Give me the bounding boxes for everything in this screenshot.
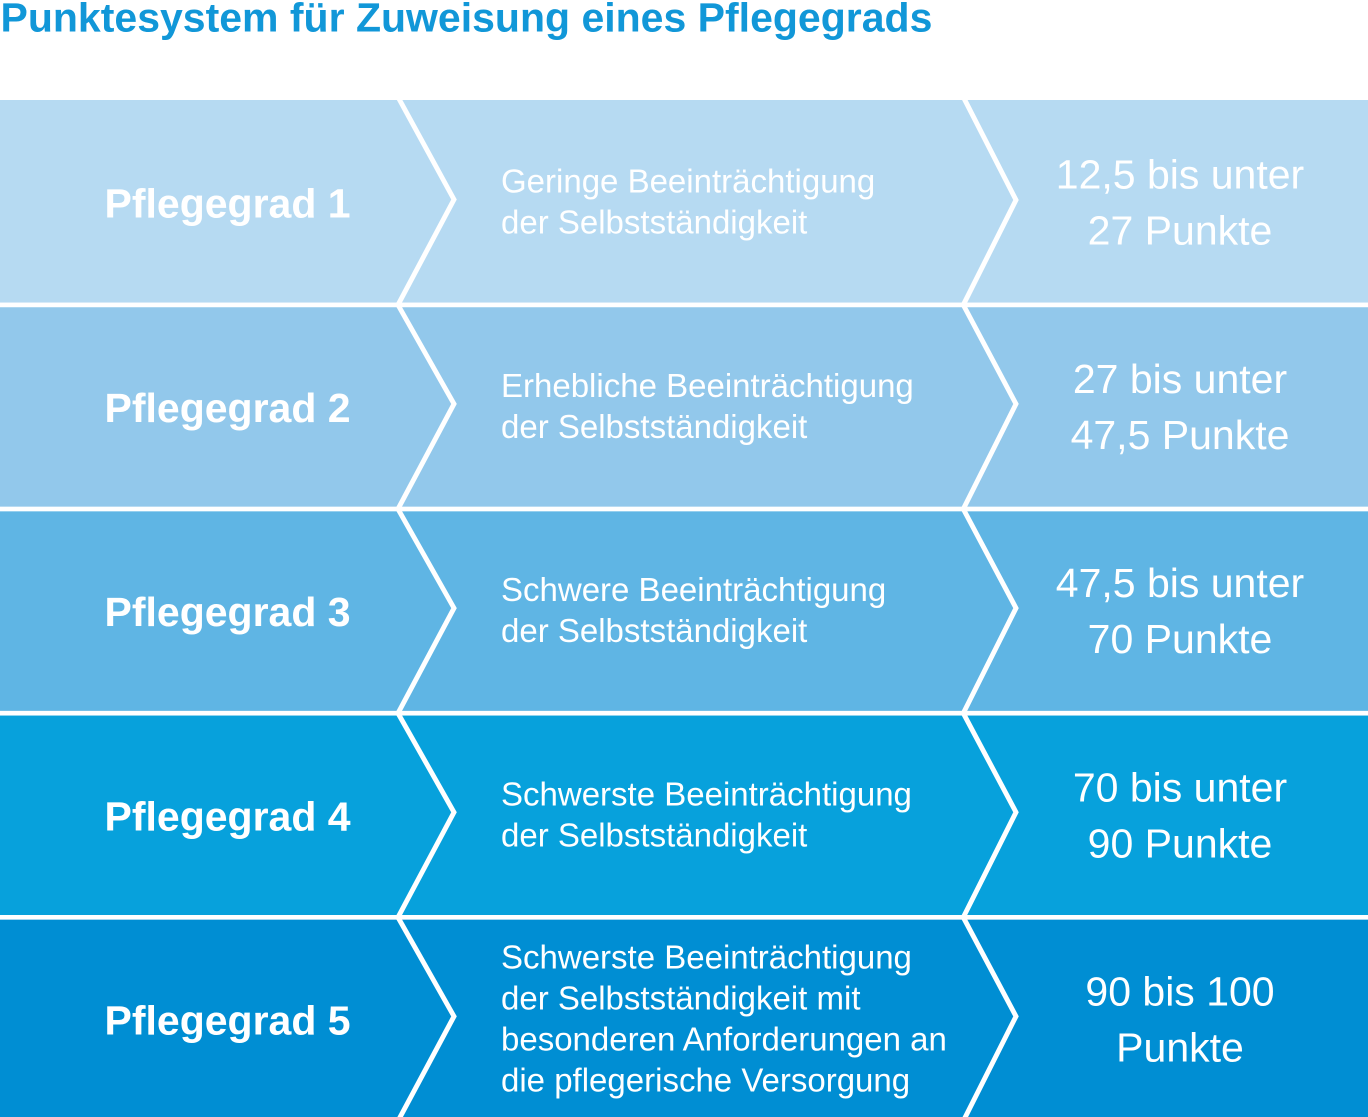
svg-text:Pflegegrad 2: Pflegegrad 2 (105, 385, 351, 431)
svg-text:27 Punkte: 27 Punkte (1088, 208, 1273, 254)
svg-text:Schwerste Beeinträchtigung: Schwerste Beeinträchtigung (501, 775, 912, 812)
svg-text:Geringe Beeinträchtigung: Geringe Beeinträchtigung (501, 163, 875, 200)
svg-text:12,5 bis unter: 12,5 bis unter (1056, 152, 1304, 198)
svg-text:der Selbstständigkeit mit: der Selbstständigkeit mit (501, 979, 861, 1016)
svg-text:der Selbstständigkeit: der Selbstständigkeit (501, 612, 807, 649)
svg-text:Pflegegrad 5: Pflegegrad 5 (105, 997, 351, 1043)
svg-text:der Selbstständigkeit: der Selbstständigkeit (501, 204, 807, 241)
svg-text:Erhebliche Beeinträchtigung: Erhebliche Beeinträchtigung (501, 367, 914, 404)
svg-text:der Selbstständigkeit: der Selbstständigkeit (501, 408, 807, 445)
svg-text:Schwere Beeinträchtigung: Schwere Beeinträchtigung (501, 571, 886, 608)
svg-text:27 bis unter: 27 bis unter (1073, 356, 1287, 402)
svg-text:die pflegerische Versorgung: die pflegerische Versorgung (501, 1061, 910, 1098)
svg-text:70 Punkte: 70 Punkte (1088, 616, 1273, 662)
svg-text:Pflegegrad 1: Pflegegrad 1 (105, 181, 351, 227)
svg-text:Pflegegrad 4: Pflegegrad 4 (105, 793, 351, 839)
svg-text:47,5 bis unter: 47,5 bis unter (1056, 560, 1304, 606)
svg-text:besonderen Anforderungen an: besonderen Anforderungen an (501, 1020, 947, 1057)
svg-text:90 Punkte: 90 Punkte (1088, 820, 1273, 866)
svg-text:70 bis unter: 70 bis unter (1073, 764, 1287, 810)
svg-text:Punktesystem für Zuweisung ein: Punktesystem für Zuweisung eines Pflegeg… (1, 0, 933, 41)
svg-text:der Selbstständigkeit: der Selbstständigkeit (501, 816, 807, 853)
svg-text:Schwerste Beeinträchtigung: Schwerste Beeinträchtigung (501, 938, 912, 975)
svg-text:Punkte: Punkte (1116, 1024, 1244, 1070)
svg-text:90 bis 100: 90 bis 100 (1085, 968, 1274, 1014)
svg-text:Pflegegrad 3: Pflegegrad 3 (105, 589, 351, 635)
svg-text:47,5 Punkte: 47,5 Punkte (1071, 412, 1290, 458)
